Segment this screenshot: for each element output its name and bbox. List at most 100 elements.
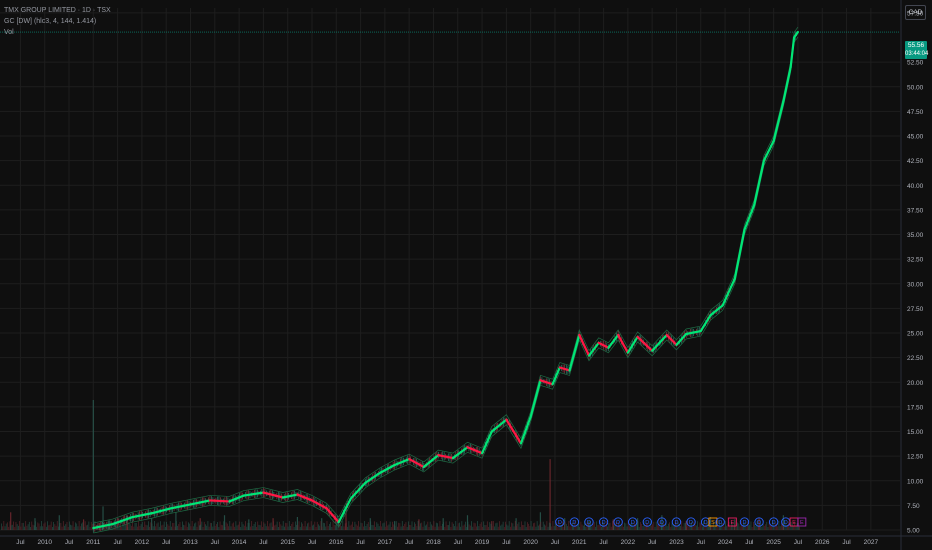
volume-bar: [665, 521, 667, 530]
volume-bar: [325, 526, 327, 530]
volume-bar: [752, 522, 754, 530]
volume-bar: [366, 523, 368, 530]
volume-bar: [234, 526, 236, 530]
volume-bar: [777, 526, 779, 530]
volume-bar: [105, 526, 107, 530]
volume-bar: [10, 512, 12, 530]
event-marker-dividend[interactable]: D: [555, 517, 565, 527]
volume-bar: [71, 525, 73, 530]
volume-bar: [405, 522, 407, 530]
volume-bar: [42, 526, 44, 530]
volume-bar: [346, 522, 347, 530]
event-marker-earnings-upcoming[interactable]: E: [797, 517, 807, 527]
volume-bar: [603, 523, 605, 530]
volume-bar: [598, 524, 600, 530]
event-marker-dividend[interactable]: D: [584, 517, 594, 527]
volume-bar: [491, 526, 493, 530]
event-marker-dividend[interactable]: D: [657, 517, 667, 527]
volume-bar: [86, 525, 87, 530]
event-marker-dividend[interactable]: D: [754, 517, 764, 527]
volume-bar: [137, 526, 138, 530]
volume-bar: [339, 523, 341, 530]
volume-bar: [782, 522, 783, 530]
event-marker-dividend[interactable]: D: [769, 517, 779, 527]
indicator-label[interactable]: GC [DW] (hlc3, 4, 144, 1.414): [4, 18, 97, 25]
trend-segment: [636, 335, 654, 352]
volume-bar: [612, 521, 613, 530]
volume-bar: [330, 522, 332, 530]
event-marker-dividend[interactable]: D: [628, 517, 638, 527]
symbol-title[interactable]: TMX GROUP LIMITED · 1D · TSX: [4, 7, 111, 14]
x-tick-label: Jul: [454, 539, 463, 546]
volume-bar: [489, 522, 491, 530]
volume-bar: [561, 524, 562, 530]
volume-bar: [337, 526, 339, 530]
volume-bar: [62, 521, 64, 530]
event-marker-dividend[interactable]: D: [613, 517, 623, 527]
volume-bar: [195, 522, 197, 530]
event-marker-dividend[interactable]: D: [598, 517, 609, 527]
event-marker-dividend[interactable]: D: [700, 517, 711, 527]
volume-bar: [530, 521, 532, 530]
volume-bar: [607, 526, 609, 530]
volume-bar: [320, 521, 322, 530]
volume-bar: [224, 526, 226, 530]
volume-bar: [406, 526, 408, 530]
volume-bar: [2, 526, 3, 530]
y-tick-label: 37.50: [907, 207, 924, 214]
event-marker-dividend[interactable]: D: [642, 517, 652, 527]
trend-segment: [466, 446, 484, 455]
event-marker-dividend[interactable]: D: [671, 517, 682, 527]
volume-bar: [513, 526, 515, 530]
volume-bar: [749, 524, 751, 530]
volume-bar: [203, 521, 205, 530]
event-marker-earnings[interactable]: E: [727, 517, 737, 527]
trend-segment: [665, 333, 678, 346]
volume-bar: [281, 525, 283, 530]
volume-bar: [597, 525, 599, 530]
volume-bar: [145, 524, 147, 530]
volume-bar: [155, 526, 157, 530]
volume-bar: [512, 523, 514, 530]
trend-segment: [551, 366, 561, 386]
volume-bar: [381, 526, 383, 530]
volume-bar: [358, 521, 359, 530]
volume-bar: [776, 523, 777, 530]
trend-segment: [626, 335, 639, 354]
volume-bar: [587, 523, 589, 530]
event-marker-label: D: [757, 520, 761, 526]
volume-bar: [24, 526, 25, 530]
volume-bar: [133, 526, 135, 530]
volume-bar: [188, 522, 189, 530]
trend-segment: [325, 507, 340, 524]
volume-bar: [465, 521, 466, 530]
event-marker-dividend[interactable]: D: [715, 517, 725, 527]
event-marker-split[interactable]: S: [708, 517, 718, 527]
currency-button[interactable]: CAD: [905, 5, 926, 20]
volume-bar: [699, 522, 701, 530]
volume-bar: [478, 526, 480, 530]
trend-segment: [529, 379, 542, 418]
event-marker-label: E: [731, 520, 735, 526]
volume-label[interactable]: Vol: [4, 29, 14, 36]
volume-bar: [200, 524, 202, 530]
event-marker-dividend[interactable]: D: [686, 517, 696, 527]
volume-bar: [164, 526, 166, 530]
volume-bar: [268, 526, 270, 530]
volume-bar: [412, 526, 414, 530]
volume-bar: [370, 521, 372, 530]
volume-bar: [621, 521, 623, 530]
y-tick-label: 17.50: [907, 404, 924, 411]
volume-bar: [19, 521, 20, 530]
volume-bar: [43, 523, 45, 530]
lower-band: [93, 36, 799, 534]
volume-bar: [171, 526, 172, 530]
volume-bar: [398, 522, 400, 530]
volume-bar: [332, 521, 334, 530]
volume-bar: [762, 521, 764, 530]
event-marker-dividend[interactable]: D: [739, 517, 750, 527]
event-marker-dividend[interactable]: D: [569, 517, 580, 527]
volume-bar: [616, 526, 618, 530]
volume-bar: [418, 526, 420, 530]
